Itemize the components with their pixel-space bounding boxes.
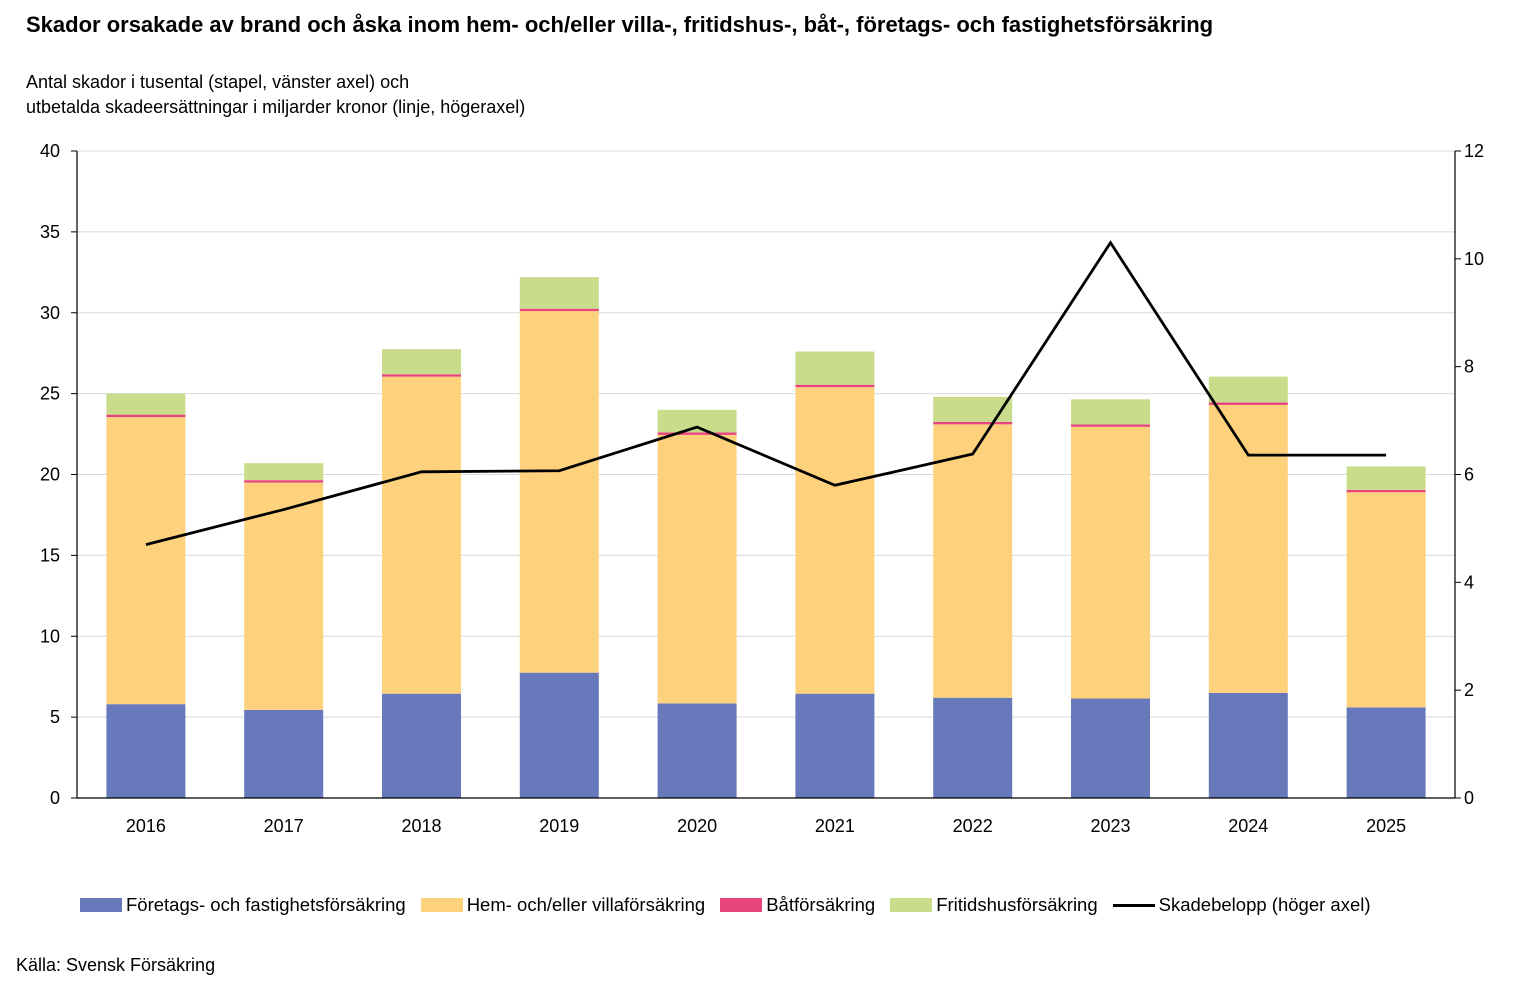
bar-2021-series-2 (795, 384, 875, 388)
right-tick-label: 4 (1464, 572, 1474, 592)
bar-2016-series-3 (106, 393, 186, 415)
x-tick-label: 2017 (264, 816, 304, 836)
bar-2025-series-1 (1346, 492, 1426, 708)
bar-2021-series-1 (795, 387, 875, 694)
bar-2022-series-0 (933, 697, 1013, 798)
bar-2025-series-0 (1346, 707, 1426, 798)
bar-2022-series-3 (933, 396, 1013, 422)
bar-2017-series-2 (244, 480, 324, 483)
legend-label-bat: Båtförsäkring (766, 894, 876, 915)
legend-item-skadebelopp: Skadebelopp (höger axel) (1112, 894, 1371, 916)
bar-2016-series-0 (106, 704, 186, 798)
left-tick-label: 40 (40, 141, 60, 161)
bar-2023-series-1 (1071, 426, 1150, 699)
bar-2023-series-3 (1071, 399, 1150, 425)
legend: Företags- och fastighetsförsäkring Hem- … (80, 890, 1386, 920)
bar-2022-series-1 (933, 424, 1013, 698)
bar-2016-series-2 (106, 414, 186, 418)
bar-2025-series-3 (1346, 466, 1426, 490)
right-tick-label: 2 (1464, 680, 1474, 700)
right-axis-ticks: 0 2 4 6 8 10 12 (1464, 141, 1484, 808)
legend-swatch-fritidshus (890, 898, 933, 912)
x-tick-label: 2019 (539, 816, 579, 836)
bar-2020-series-3 (657, 409, 737, 433)
legend-label-fritidshus: Fritidshusförsäkring (936, 894, 1098, 915)
bar-2020-series-1 (657, 434, 737, 704)
chart-title: Skador orsakade av brand och åska inom h… (26, 12, 1214, 37)
bar-2019-series-0 (519, 672, 599, 798)
x-tick-label: 2020 (677, 816, 717, 836)
bar-2018-series-3 (382, 349, 461, 375)
legend-item-fritidshus: Fritidshusförsäkring (890, 894, 1098, 916)
bar-2024-series-3 (1208, 376, 1288, 403)
bar-2024-series-1 (1208, 404, 1288, 693)
legend-swatch-foretag (80, 898, 122, 912)
x-tick-label: 2024 (1228, 816, 1268, 836)
bar-2019-series-2 (519, 308, 599, 312)
legend-item-hem: Hem- och/eller villaförsäkring (420, 894, 706, 916)
left-tick-label: 0 (50, 788, 60, 808)
bar-2021-series-3 (795, 351, 875, 385)
bar-2019-series-1 (519, 311, 599, 673)
subtitle-line-1: Antal skador i tusental (stapel, vänster… (26, 72, 410, 92)
legend-item-bat: Båtförsäkring (720, 894, 875, 916)
bar-2017-series-3 (244, 463, 324, 481)
bar-2018-series-2 (382, 374, 461, 377)
x-tick-label: 2016 (126, 816, 166, 836)
right-tick-label: 12 (1464, 141, 1484, 161)
legend-swatch-skadebelopp (1112, 903, 1155, 907)
subtitle-line-2: utbetalda skadeersättningar i miljarder … (26, 97, 526, 117)
bar-2023-series-0 (1071, 698, 1150, 798)
bar-2017-series-1 (244, 482, 324, 710)
bar-2017-series-0 (244, 709, 324, 798)
legend-item-foretag: Företags- och fastighetsförsäkring (80, 894, 406, 916)
left-tick-label: 25 (40, 384, 60, 404)
right-tick-label: 0 (1464, 788, 1474, 808)
bar-2022-series-2 (933, 421, 1013, 425)
left-tick-label: 10 (40, 626, 60, 646)
bars (106, 277, 1426, 798)
x-tick-label: 2018 (401, 816, 441, 836)
chart-subtitle: Antal skador i tusental (stapel, vänster… (26, 70, 1226, 120)
bar-2024-series-2 (1208, 402, 1288, 405)
source-note: Källa: Svensk Försäkring (16, 955, 216, 975)
bar-2019-series-3 (519, 277, 599, 309)
axes (71, 150, 1461, 799)
legend-swatch-hem (420, 898, 463, 912)
left-tick-label: 30 (40, 303, 60, 323)
bar-2021-series-0 (795, 693, 875, 798)
bar-2025-series-2 (1346, 489, 1426, 493)
x-axis-ticks: 2016 2017 2018 2019 2020 2021 2022 2023 2024 2025 (126, 816, 1406, 836)
x-tick-label: 2021 (815, 816, 855, 836)
bar-2020-series-2 (657, 432, 737, 435)
left-tick-label: 15 (40, 545, 60, 565)
bar-2024-series-0 (1208, 692, 1288, 798)
bar-2020-series-0 (657, 703, 737, 798)
x-tick-label: 2023 (1090, 816, 1130, 836)
left-tick-label: 35 (40, 222, 60, 242)
left-tick-label: 5 (50, 707, 60, 727)
legend-swatch-bat (720, 898, 763, 912)
right-tick-label: 6 (1464, 465, 1474, 485)
right-tick-label: 10 (1464, 249, 1484, 269)
right-tick-label: 8 (1464, 357, 1474, 377)
legend-label-foretag: Företags- och fastighetsförsäkring (126, 894, 406, 915)
bar-2023-series-2 (1071, 424, 1150, 427)
x-tick-label: 2022 (953, 816, 993, 836)
line-skadebelopp (145, 240, 1387, 546)
bar-2016-series-1 (106, 417, 186, 705)
legend-label-hem: Hem- och/eller villaförsäkring (466, 894, 706, 915)
legend-label-skadebelopp: Skadebelopp (höger axel) (1158, 894, 1371, 915)
bar-2018-series-1 (382, 376, 461, 694)
bar-2018-series-0 (382, 693, 461, 798)
left-tick-label: 20 (40, 465, 60, 485)
left-axis-ticks: 0 5 10 15 20 25 30 35 40 (40, 141, 60, 808)
line-series (145, 240, 1387, 546)
x-tick-label: 2025 (1366, 816, 1406, 836)
